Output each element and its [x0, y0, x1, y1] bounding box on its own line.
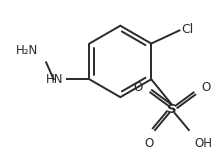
Text: H₂N: H₂N — [15, 44, 38, 57]
Text: O: O — [134, 81, 143, 94]
Text: S: S — [167, 103, 177, 116]
Text: OH: OH — [194, 137, 213, 150]
Text: Cl: Cl — [181, 23, 194, 36]
Text: HN: HN — [46, 73, 63, 86]
Text: O: O — [201, 81, 210, 94]
Text: O: O — [145, 137, 154, 150]
